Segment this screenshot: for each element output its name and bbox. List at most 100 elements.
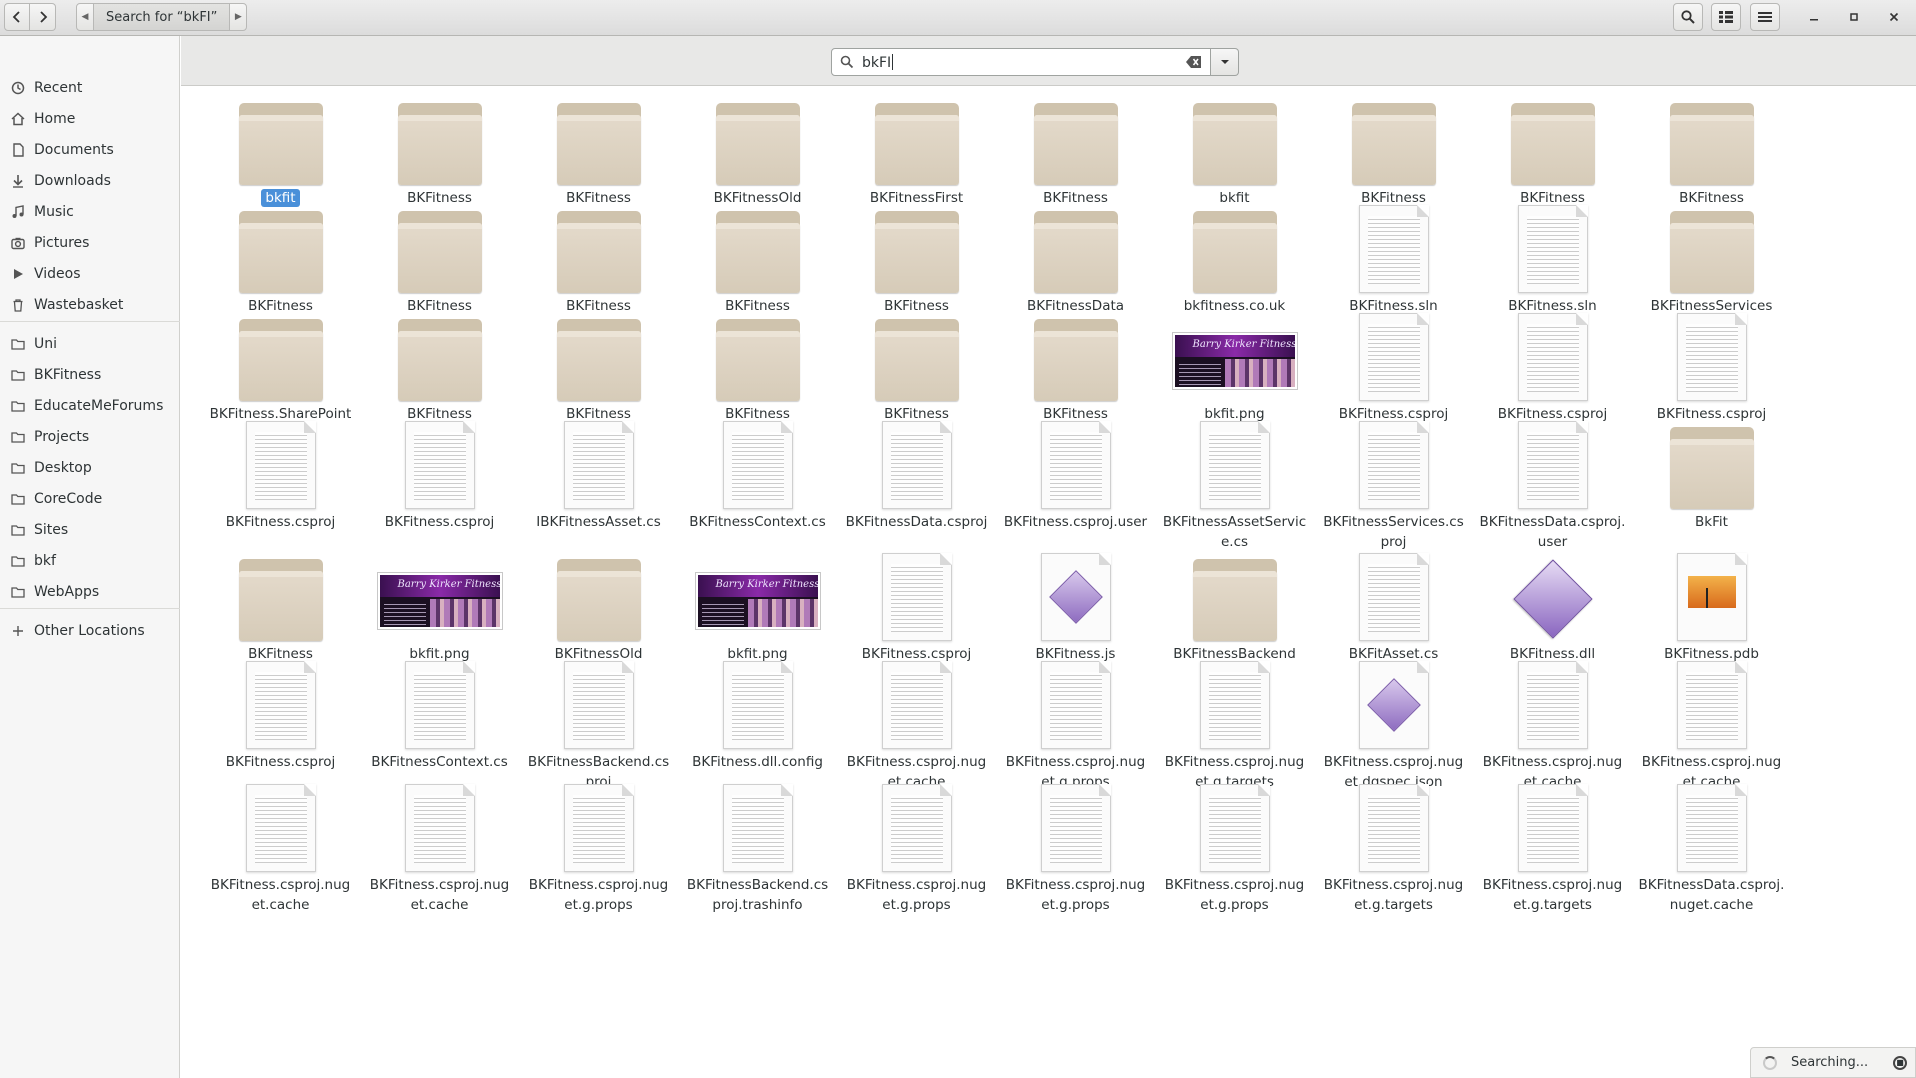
sidebar-item-wastebasket[interactable]: Wastebasket	[0, 290, 180, 320]
folder-item[interactable]: BKFitness	[201, 541, 360, 664]
file-item[interactable]: BKFitness.sln	[1473, 193, 1632, 316]
folder-item[interactable]: BKFitness	[519, 301, 678, 424]
file-item[interactable]: BKFitness.csproj	[1314, 301, 1473, 424]
sidebar-item-sites[interactable]: Sites	[0, 515, 180, 545]
folder-item[interactable]: bkfitness.co.uk	[1155, 193, 1314, 316]
sidebar-item-bkfitness[interactable]: BKFitness	[0, 360, 180, 390]
search-toggle-button[interactable]	[1673, 3, 1703, 31]
folder-item[interactable]: BKFitnessBackend	[1155, 541, 1314, 664]
file-item[interactable]: BKFitnessData.csproj.user	[1473, 409, 1632, 552]
back-button[interactable]	[4, 3, 30, 31]
sidebar-item-webapps[interactable]: WebApps	[0, 577, 180, 607]
file-item[interactable]: BKFitness.csproj.nuget.cache	[360, 772, 519, 915]
folder-item[interactable]: BKFitnessOld	[519, 541, 678, 664]
folder-item[interactable]: BKFitness	[519, 193, 678, 316]
folder-item[interactable]: BKFitness	[360, 193, 519, 316]
folder-item[interactable]: BKFitness	[1632, 87, 1791, 208]
file-item[interactable]: BKFitnessContext.cs	[360, 649, 519, 772]
file-item[interactable]: BKFitnessServices.csproj	[1314, 409, 1473, 552]
sidebar-item-pictures[interactable]: Pictures	[0, 228, 180, 258]
file-item[interactable]: BKFitnessBackend.csproj.trashinfo	[678, 772, 837, 915]
file-item[interactable]: BKFitness.csproj.nuget.cache	[837, 649, 996, 792]
folder-item[interactable]: BKFitness	[519, 87, 678, 208]
sidebar-item-documents[interactable]: Documents	[0, 135, 180, 165]
folder-item[interactable]: BKFitness	[678, 301, 837, 424]
view-toggle-button[interactable]	[1711, 3, 1741, 31]
file-item[interactable]: BKFitnessData.csproj	[837, 409, 996, 532]
file-item[interactable]: BKFitness.csproj	[201, 649, 360, 772]
folder-item[interactable]: BKFitness	[1314, 87, 1473, 208]
file-item[interactable]: BKFitAsset.cs	[1314, 541, 1473, 664]
file-item[interactable]: BKFitness.csproj.nuget.g.props	[996, 772, 1155, 915]
file-item[interactable]: BKFitness.csproj	[837, 541, 996, 664]
file-item[interactable]: BKFitness.csproj.nuget.g.props	[837, 772, 996, 915]
folder-item[interactable]: BKFitnessOld	[678, 87, 837, 208]
folder-item[interactable]: BKFitness	[201, 193, 360, 316]
search-input[interactable]: bkFI	[831, 48, 1211, 76]
path-scroll-right-button[interactable]: ▶	[229, 3, 248, 31]
file-item[interactable]: Barry Kirker Fitness bkfit.png	[360, 541, 519, 664]
file-item[interactable]: BKFitness.sln	[1314, 193, 1473, 316]
file-item[interactable]: BKFitness.csproj	[1632, 301, 1791, 424]
file-item[interactable]: Barry Kirker Fitness bkfit.png	[678, 541, 837, 664]
sidebar-item-other-locations[interactable]: Other Locations	[0, 616, 180, 646]
file-item[interactable]: IBKFitnessAsset.cs	[519, 409, 678, 532]
folder-item[interactable]: BKFitnessData	[996, 193, 1155, 316]
sidebar-item-projects[interactable]: Projects	[0, 422, 180, 452]
clear-search-icon[interactable]	[1186, 55, 1202, 69]
file-item[interactable]: BKFitness.csproj.nuget.g.props	[996, 649, 1155, 792]
folder-item[interactable]: BKFitness	[837, 301, 996, 424]
sidebar-item-uni[interactable]: Uni	[0, 329, 180, 359]
file-item[interactable]: BKFitness.csproj.nuget.g.targets	[1155, 649, 1314, 792]
sidebar-item-recent[interactable]: Recent	[0, 73, 180, 103]
folder-item[interactable]: BKFitness	[360, 301, 519, 424]
folder-item[interactable]: BKFitness	[837, 193, 996, 316]
file-item[interactable]: BKFitness.js	[996, 541, 1155, 664]
file-item[interactable]: BKFitness.dll.config	[678, 649, 837, 772]
folder-item[interactable]: BKFitnessFirst	[837, 87, 996, 208]
file-item[interactable]: BKFitness.csproj.nuget.dgspec.json	[1314, 649, 1473, 792]
folder-item[interactable]: BKFitness	[996, 87, 1155, 208]
file-item[interactable]: BKFitness.csproj.nuget.cache	[201, 772, 360, 915]
forward-button[interactable]	[30, 3, 56, 31]
folder-item[interactable]: BKFitness.SharePoint	[201, 301, 360, 424]
stop-search-button[interactable]: ■	[1893, 1055, 1907, 1070]
sidebar-item-videos[interactable]: Videos	[0, 259, 180, 289]
folder-item[interactable]: BKFitness	[1473, 87, 1632, 208]
folder-item[interactable]: BKFitnessServices	[1632, 193, 1791, 316]
file-item[interactable]: BKFitness.csproj	[1473, 301, 1632, 424]
folder-item[interactable]: bkfit	[201, 87, 360, 208]
file-item[interactable]: BKFitness.csproj.nuget.g.props	[1155, 772, 1314, 915]
sidebar-item-desktop[interactable]: Desktop	[0, 453, 180, 483]
sidebar-item-music[interactable]: Music	[0, 197, 180, 227]
menu-button[interactable]	[1750, 3, 1780, 31]
sidebar-item-bkf[interactable]: bkf	[0, 546, 180, 576]
maximize-button[interactable]	[1843, 6, 1865, 28]
file-item[interactable]: BKFitness.csproj.nuget.g.props	[519, 772, 678, 915]
file-item[interactable]: BKFitnessAssetService.cs	[1155, 409, 1314, 552]
folder-item[interactable]: BkFit	[1632, 409, 1791, 532]
file-item[interactable]: BKFitnessData.csproj.nuget.cache	[1632, 772, 1791, 915]
file-item[interactable]: BKFitness.csproj.nuget.cache	[1632, 649, 1791, 792]
file-item[interactable]: BKFitnessContext.cs	[678, 409, 837, 532]
path-scroll-left-button[interactable]: ◀	[76, 3, 94, 31]
file-item[interactable]: BKFitness.csproj.user	[996, 409, 1155, 532]
sidebar-item-downloads[interactable]: Downloads	[0, 166, 180, 196]
file-item[interactable]: BKFitness.csproj.nuget.g.targets	[1314, 772, 1473, 915]
folder-item[interactable]: BKFitness	[360, 87, 519, 208]
sidebar-item-educatemeforums[interactable]: EducateMeForums	[0, 391, 180, 421]
minimize-button[interactable]	[1803, 6, 1825, 28]
file-item[interactable]: BKFitnessBackend.csproj	[519, 649, 678, 792]
close-button[interactable]	[1883, 6, 1905, 28]
folder-item[interactable]: BKFitness	[678, 193, 837, 316]
file-item[interactable]: BKFitness.dll	[1473, 541, 1632, 664]
search-options-button[interactable]	[1211, 48, 1239, 76]
file-item[interactable]: BKFitness.csproj	[201, 409, 360, 532]
sidebar-item-corecode[interactable]: CoreCode	[0, 484, 180, 514]
folder-item[interactable]: bkfit	[1155, 87, 1314, 208]
file-item[interactable]: BKFitness.pdb	[1632, 541, 1791, 664]
path-crumb-search[interactable]: Search for “bkFI”	[94, 3, 230, 31]
file-item[interactable]: Barry Kirker Fitness bkfit.png	[1155, 301, 1314, 424]
file-item[interactable]: BKFitness.csproj.nuget.cache	[1473, 649, 1632, 792]
file-item[interactable]: BKFitness.csproj	[360, 409, 519, 532]
